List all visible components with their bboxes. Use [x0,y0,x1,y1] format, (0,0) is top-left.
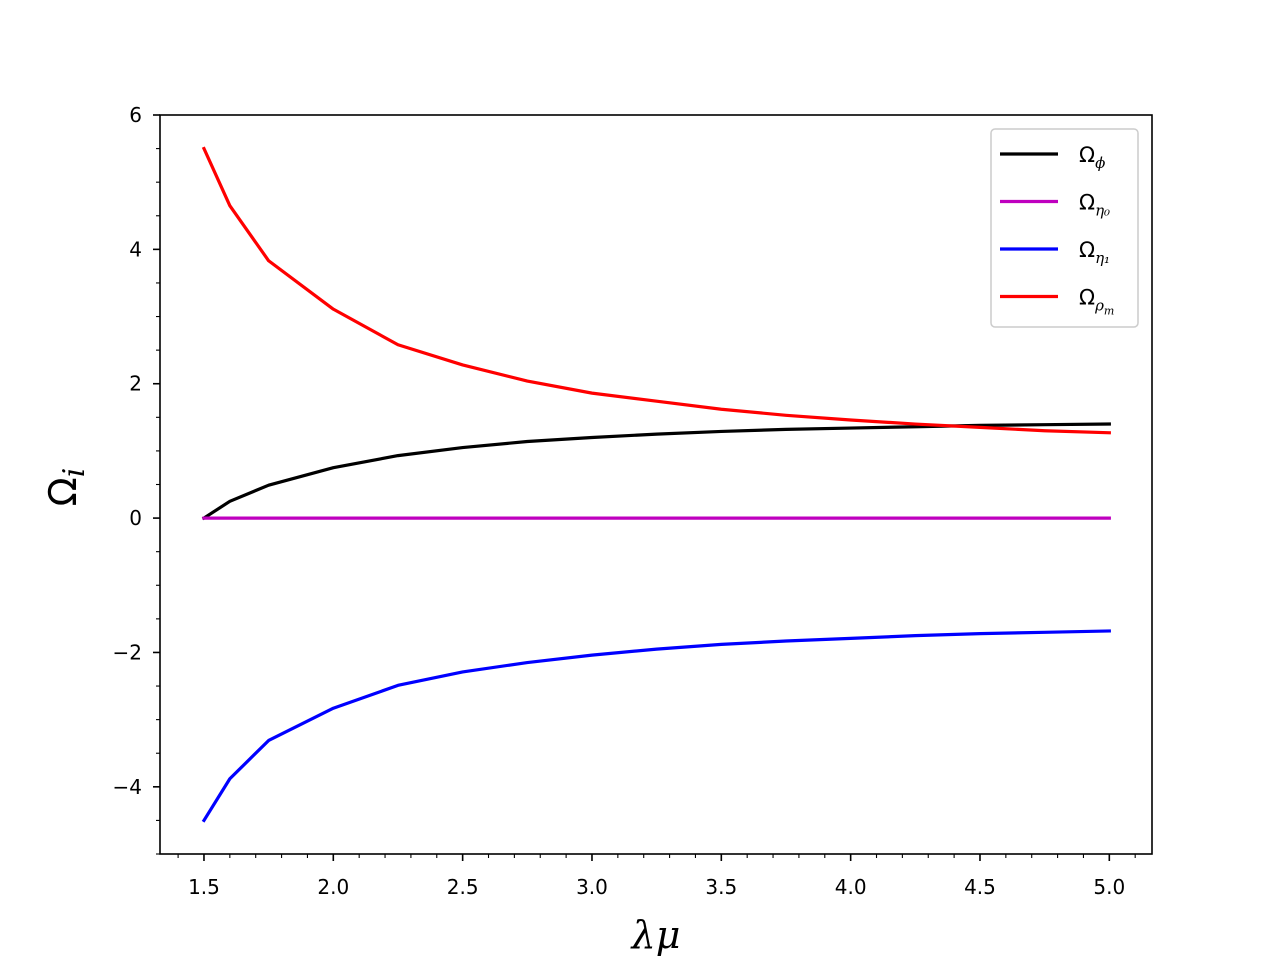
y-tick-label: 2 [129,372,142,396]
legend-label-3: Ωη₁ [1079,238,1110,267]
y-axis-title-group: Ωi [41,468,92,507]
y-tick-label: −4 [113,775,142,799]
x-tick-label: 1.5 [188,875,220,899]
legend-label-main: Ω [1079,286,1095,310]
legend-label-main: Ω [1079,191,1095,215]
y-axis-title-sub: i [57,468,92,478]
legend-label-4: Ωρm [1079,286,1114,318]
series-layer [201,146,1111,823]
x-axis-ticks: 1.5 2.0 2.5 3.0 3.5 4.0 4.5 5.0 [177,854,1136,899]
y-tick-label: 4 [129,237,142,261]
legend-label-2: Ωη₀ [1079,191,1110,220]
x-tick-label: 2.0 [317,875,349,899]
y-tick-label: −2 [113,640,142,664]
series-line-4 [201,146,1111,435]
legend-label-subsub: m [1104,305,1114,318]
x-axis-title: λμ [630,913,681,957]
x-tick-label: 3.5 [705,875,737,899]
legend-label-sub: η₀ [1095,202,1110,220]
series-line-3 [201,629,1111,823]
y-tick-label: 0 [129,506,142,530]
legend-label-main: Ω [1079,238,1095,262]
legend-label-sub: η₁ [1095,249,1110,267]
legend-frame [990,128,1139,328]
x-tick-label: 3.0 [576,875,608,899]
legend-label-sub: ϕ [1095,154,1105,172]
legend-label-main: Ω [1079,143,1095,167]
x-tick-label: 2.5 [447,875,479,899]
y-axis-title-main: Ω [41,477,85,506]
x-tick-label: 5.0 [1093,875,1125,899]
legend-label-sub: ρ [1094,297,1104,315]
x-tick-label: 4.5 [964,875,996,899]
legend-label-1: Ωϕ [1079,143,1105,172]
y-tick-label: 6 [129,103,142,127]
y-axis-ticks: −4 −2 0 2 4 6 [113,103,160,855]
y-axis-title: Ωi [41,468,92,507]
x-tick-label: 4.0 [835,875,867,899]
